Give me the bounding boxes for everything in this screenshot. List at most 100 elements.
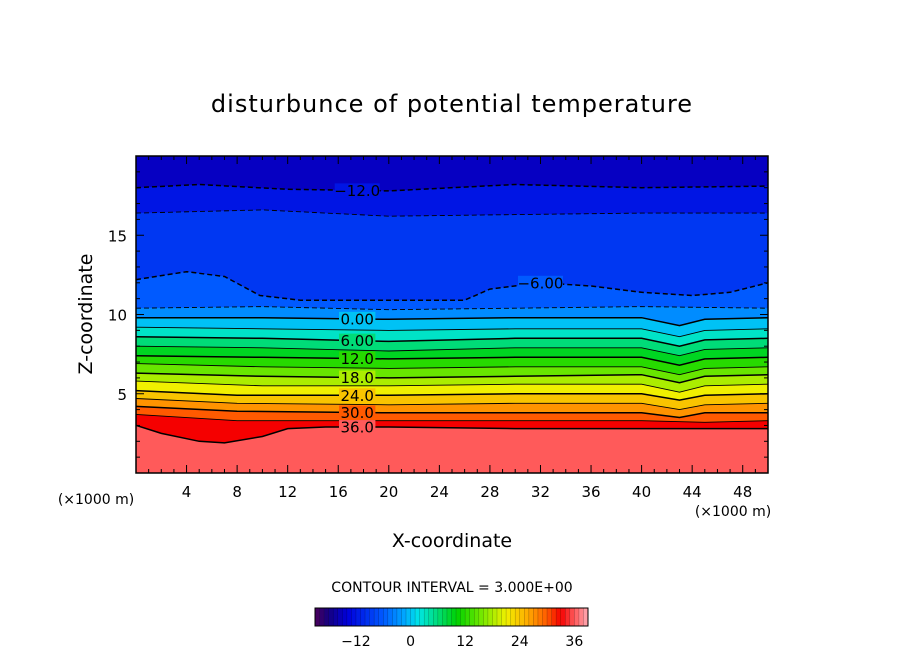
colorbar-cell [506, 608, 511, 626]
colorbar-cell [542, 608, 548, 626]
x-tick-label: 12 [278, 483, 297, 501]
contour-label: −6.00 [517, 274, 563, 292]
contour-line [136, 326, 768, 338]
colorbar-cell [433, 608, 439, 626]
colorbar-cell [446, 608, 452, 626]
contour-line [136, 380, 768, 393]
colorbar-cell [342, 608, 348, 626]
contour-label-bg [339, 351, 376, 366]
colorbar-cell [365, 608, 370, 626]
colorbar-cell [319, 608, 325, 626]
contour-line [136, 363, 768, 376]
contour-label-bg [339, 388, 376, 403]
colorbar-cell [392, 608, 398, 626]
x-unit-right: (×1000 m) [695, 504, 771, 520]
contour-label-bg [339, 420, 376, 435]
colorbar-cell [551, 608, 557, 626]
colorbar-cell [351, 608, 357, 626]
colorbar-cell [478, 608, 484, 626]
contour-interval-text: CONTOUR INTERVAL = 3.000E+00 [331, 580, 572, 596]
contour-line [136, 405, 768, 419]
contour-label: 0.00 [340, 310, 373, 328]
contour-label: 24.0 [340, 387, 373, 405]
x-tick-label: 24 [430, 483, 449, 501]
contour-line [136, 306, 768, 311]
colorbar-tick-label: 0 [406, 634, 415, 650]
colorbar-cell [578, 608, 584, 626]
contour-label-bg [517, 275, 563, 290]
colorbar-cell [501, 608, 507, 626]
x-tick-label: 4 [182, 483, 192, 501]
contour-line [136, 354, 768, 366]
contour-label-bg [339, 311, 376, 326]
axis-ticks [136, 156, 768, 473]
colorbar-cell [510, 608, 516, 626]
colorbar-cell [424, 608, 430, 626]
colorbar-cell [415, 608, 420, 626]
contour-label: 36.0 [340, 419, 373, 437]
colorbar-cell [333, 608, 339, 626]
contour-line [136, 389, 768, 401]
colorbar-cell [574, 608, 580, 626]
colorbar-cell [560, 608, 566, 626]
contour-label-bg [339, 405, 376, 420]
x-tick-label: 20 [379, 483, 398, 501]
colorbar-cell [497, 608, 502, 626]
y-axis-label: Z-coordinate [75, 254, 97, 375]
colorbar-cell [537, 608, 543, 626]
colorbar-cell [442, 608, 448, 626]
contour-label: −12.0 [334, 182, 380, 200]
colorbar-tick-labels: −12 0 12 24 36 [341, 634, 583, 650]
contour-lines [136, 183, 768, 444]
colorbar-cell [428, 608, 434, 626]
colorbar-cell [378, 608, 384, 626]
colorbar-cell [487, 608, 493, 626]
colorbar-cell [515, 608, 521, 626]
y-tick-label: 5 [117, 386, 127, 404]
colorbar-tick-label: 12 [456, 634, 474, 650]
x-tick-label: 32 [531, 483, 550, 501]
contour-label: 18.0 [340, 369, 373, 387]
contour-line [136, 183, 768, 192]
x-axis-label: X-coordinate [392, 530, 512, 552]
colorbar-cell [315, 608, 320, 626]
colorbar-cell [401, 608, 407, 626]
colorbar-cell [437, 608, 443, 626]
colorbar-cell [565, 608, 571, 626]
colorbar-cell [374, 608, 379, 626]
colorbar-cell [460, 608, 466, 626]
x-tick-label: 16 [329, 483, 348, 501]
y-tick-label: 15 [108, 227, 127, 245]
colorbar-cell [492, 608, 498, 626]
colorbar-cell [547, 608, 552, 626]
colorbar-cell [465, 608, 470, 626]
colorbar-cell [324, 608, 329, 626]
contour-label: 12.0 [340, 350, 373, 368]
colorbar-cell [533, 608, 539, 626]
colorbar-cell [406, 608, 411, 626]
contour-line [136, 316, 768, 327]
colorbar-cell [556, 608, 561, 626]
colorbar-cell [524, 608, 530, 626]
colorbar-cell [328, 608, 334, 626]
contour-line [136, 345, 768, 357]
x-tick-label: 40 [632, 483, 651, 501]
contour-line [136, 398, 768, 411]
colorbar [314, 608, 589, 626]
colorbar-cell [583, 608, 589, 626]
colorbar-cell [469, 608, 475, 626]
colorbar-cell [419, 608, 425, 626]
colorbar-cell [456, 608, 461, 626]
filled-contour-bands [136, 156, 768, 473]
x-tick-label: 28 [480, 483, 499, 501]
colorbar-cell [528, 608, 534, 626]
colorbar-frame [314, 607, 589, 627]
colorbar-cell [519, 608, 525, 626]
contour-line [136, 372, 768, 384]
x-tick-labels: 4 8 12 16 20 24 28 32 36 40 44 48 [182, 483, 752, 501]
contour-label-bg [339, 333, 376, 348]
colorbar-cell [410, 608, 416, 626]
x-tick-label: 48 [733, 483, 752, 501]
